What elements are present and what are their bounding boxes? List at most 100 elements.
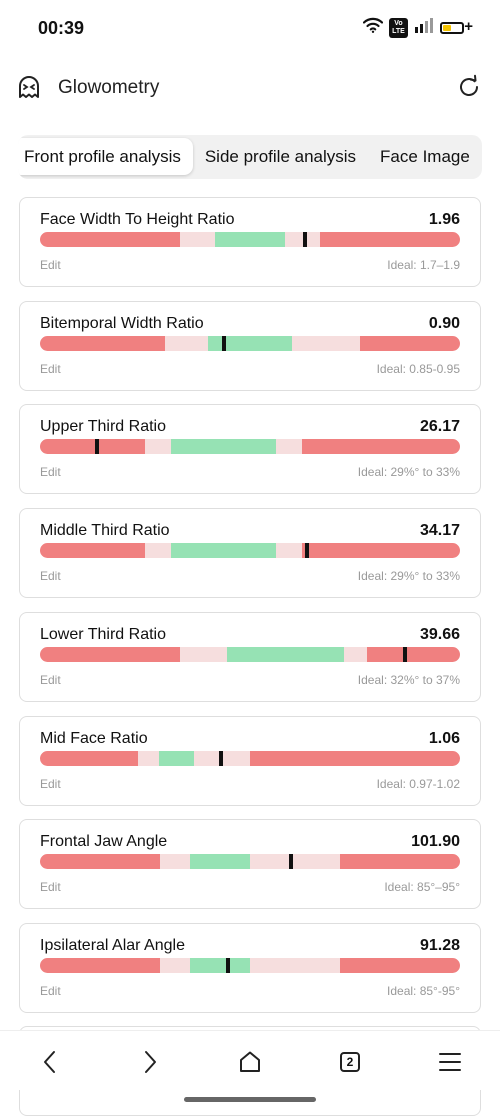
- battery-charging-icon: +: [440, 18, 473, 35]
- metric-name: Frontal Jaw Angle: [40, 833, 168, 850]
- metric-value: 34.17: [419, 522, 460, 539]
- metric-value: 26.17: [419, 418, 460, 435]
- ghost-face-icon: [16, 75, 42, 106]
- edit-link[interactable]: Edit: [40, 673, 61, 687]
- app-title: Glowometry: [58, 77, 160, 98]
- metric-name: Face Width To Height Ratio: [40, 211, 235, 228]
- analysis-tabs: Front profile analysis Side profile anal…: [18, 135, 482, 179]
- range-segment-good: [171, 543, 277, 558]
- metric-value: 39.66: [419, 626, 460, 643]
- metric-name: Mid Face Ratio: [40, 730, 148, 747]
- ideal-range: Ideal: 1.7–1.9: [387, 258, 460, 272]
- range-segment-good: [189, 958, 250, 973]
- tab-front-profile-analysis[interactable]: Front profile analysis: [18, 138, 193, 175]
- metric-value: 0.90: [428, 315, 460, 332]
- range-segment-near: [344, 647, 368, 662]
- metric-range-bar: [40, 232, 460, 247]
- metric-value: 1.96: [428, 211, 460, 228]
- metric-card: Frontal Jaw Angle 101.90 Edit Ideal: 85°…: [19, 819, 481, 909]
- metric-card: Middle Third Ratio 34.17 Edit Ideal: 29%…: [19, 508, 481, 598]
- metric-range-bar: [40, 647, 460, 662]
- ideal-range: Ideal: 85°–95°: [384, 880, 460, 894]
- tab-face-image[interactable]: Face Image: [380, 147, 470, 166]
- range-segment-near: [179, 232, 216, 247]
- signal-icon: [414, 17, 434, 38]
- metric-range-bar: [40, 336, 460, 351]
- menu-icon[interactable]: [435, 1047, 465, 1077]
- metric-range-bar: [40, 958, 460, 973]
- range-segment-near: [145, 543, 172, 558]
- ideal-range: Ideal: 32%° to 37%: [357, 673, 460, 687]
- home-indicator[interactable]: [184, 1097, 316, 1102]
- range-segment-near: [276, 543, 303, 558]
- value-marker: [95, 439, 100, 454]
- metric-name: Ipsilateral Alar Angle: [40, 937, 185, 954]
- range-segment-near: [160, 854, 190, 869]
- refresh-icon[interactable]: [456, 74, 482, 105]
- range-segment-good: [208, 336, 292, 351]
- edit-link[interactable]: Edit: [40, 984, 61, 998]
- metric-value: 101.90: [411, 833, 460, 850]
- app-header: Glowometry: [0, 64, 500, 114]
- forward-icon[interactable]: [135, 1047, 165, 1077]
- metric-value: 91.28: [419, 937, 460, 954]
- range-segment-near: [292, 336, 361, 351]
- edit-link[interactable]: Edit: [40, 258, 61, 272]
- value-marker: [402, 647, 407, 662]
- range-segment-near: [250, 854, 340, 869]
- metric-card: Lower Third Ratio 39.66 Edit Ideal: 32%°…: [19, 612, 481, 702]
- status-icons: Vo LTE +: [362, 17, 473, 38]
- range-segment-near: [276, 439, 303, 454]
- metric-range-bar: [40, 751, 460, 766]
- range-segment-good: [171, 439, 277, 454]
- range-segment-near: [160, 958, 190, 973]
- back-icon[interactable]: [35, 1047, 65, 1077]
- tabs-icon[interactable]: 2: [335, 1047, 365, 1077]
- value-marker: [221, 336, 226, 351]
- ideal-range: Ideal: 0.97-1.02: [376, 777, 460, 791]
- bottom-navigation: 2: [0, 1030, 500, 1090]
- range-segment-good: [189, 854, 250, 869]
- edit-link[interactable]: Edit: [40, 465, 61, 479]
- range-segment-near: [145, 439, 172, 454]
- metric-card: Bitemporal Width Ratio 0.90 Edit Ideal: …: [19, 301, 481, 391]
- value-marker: [305, 543, 310, 558]
- metric-range-bar: [40, 543, 460, 558]
- edit-link[interactable]: Edit: [40, 362, 61, 376]
- value-marker: [289, 854, 294, 869]
- range-segment-near: [165, 336, 208, 351]
- range-segment-near: [250, 958, 340, 973]
- volte-icon: Vo LTE: [389, 17, 408, 38]
- wifi-icon: [362, 17, 384, 38]
- metric-range-bar: [40, 439, 460, 454]
- metric-name: Lower Third Ratio: [40, 626, 166, 643]
- ideal-range: Ideal: 29%° to 33%: [357, 465, 460, 479]
- tab-side-profile-analysis[interactable]: Side profile analysis: [204, 147, 357, 166]
- ideal-range: Ideal: 85°-95°: [387, 984, 460, 998]
- range-segment-near: [179, 647, 227, 662]
- edit-link[interactable]: Edit: [40, 777, 61, 791]
- tab-count: 2: [340, 1052, 360, 1072]
- ideal-range: Ideal: 0.85-0.95: [376, 362, 460, 376]
- value-marker: [302, 232, 307, 247]
- range-segment-good: [158, 751, 195, 766]
- metric-name: Upper Third Ratio: [40, 418, 166, 435]
- range-segment-near: [284, 232, 321, 247]
- metric-range-bar: [40, 854, 460, 869]
- metric-card: Ipsilateral Alar Angle 91.28 Edit Ideal:…: [19, 923, 481, 1013]
- metric-card: Upper Third Ratio 26.17 Edit Ideal: 29%°…: [19, 404, 481, 494]
- value-marker: [219, 751, 224, 766]
- status-time: 00:39: [38, 18, 85, 38]
- metric-name: Bitemporal Width Ratio: [40, 315, 204, 332]
- edit-link[interactable]: Edit: [40, 880, 61, 894]
- edit-link[interactable]: Edit: [40, 569, 61, 583]
- value-marker: [226, 958, 231, 973]
- range-segment-good: [215, 232, 285, 247]
- range-segment-good: [226, 647, 345, 662]
- ideal-range: Ideal: 29%° to 33%: [357, 569, 460, 583]
- home-icon[interactable]: [235, 1047, 265, 1077]
- range-segment-near: [137, 751, 159, 766]
- metric-value: 1.06: [428, 730, 460, 747]
- status-bar: 00:39 Vo LTE: [0, 0, 500, 58]
